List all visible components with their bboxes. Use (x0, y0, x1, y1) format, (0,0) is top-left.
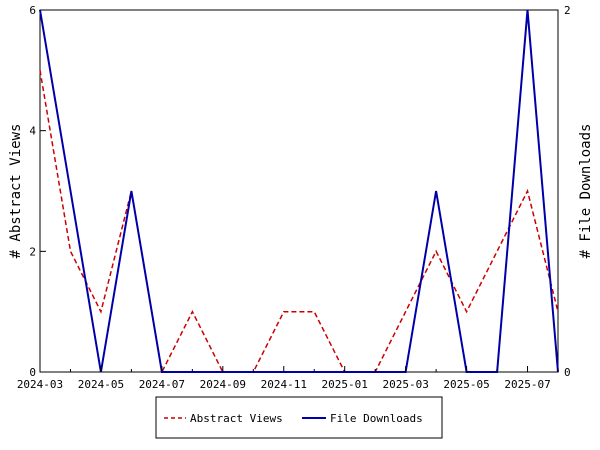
plot-area (39, 9, 559, 373)
y-axis-right-title: # File Downloads (578, 124, 594, 259)
axes-layer: 2024-03 2024-05 2024-07 2024-09 2024-11 2025-… (17, 4, 571, 391)
series-line-file-downloads (39, 9, 559, 373)
x-tick-label: 2024-07 (139, 378, 185, 391)
y-axis-left-title: # Abstract Views (8, 124, 24, 259)
legend: Abstract Views File Downloads (155, 396, 443, 439)
x-tick-label: 2024-03 (17, 378, 63, 391)
y-left-tick-label: 0 (29, 366, 36, 379)
y-right-tick-label: 2 (564, 4, 571, 17)
y-left-tick-label: 4 (29, 125, 36, 138)
legend-label-abstract-views: Abstract Views (190, 412, 283, 425)
legend-label-file-downloads: File Downloads (330, 412, 423, 425)
x-tick-label: 2025-03 (382, 378, 428, 391)
x-tick-label: 2025-07 (504, 378, 550, 391)
x-tick-label: 2024-09 (200, 378, 246, 391)
x-tick-label: 2024-05 (78, 378, 124, 391)
legend-box (155, 396, 443, 439)
y-left-tick-label: 2 (29, 245, 36, 258)
x-tick-label: 2025-05 (443, 378, 489, 391)
y-right-tick-label: 0 (564, 366, 571, 379)
y-left-tick-label: 6 (29, 4, 36, 17)
plot-frame (39, 9, 559, 373)
series-line-abstract-views (39, 70, 559, 375)
x-tick-label: 2024-11 (261, 378, 307, 391)
x-tick-label: 2025-01 (322, 378, 368, 391)
